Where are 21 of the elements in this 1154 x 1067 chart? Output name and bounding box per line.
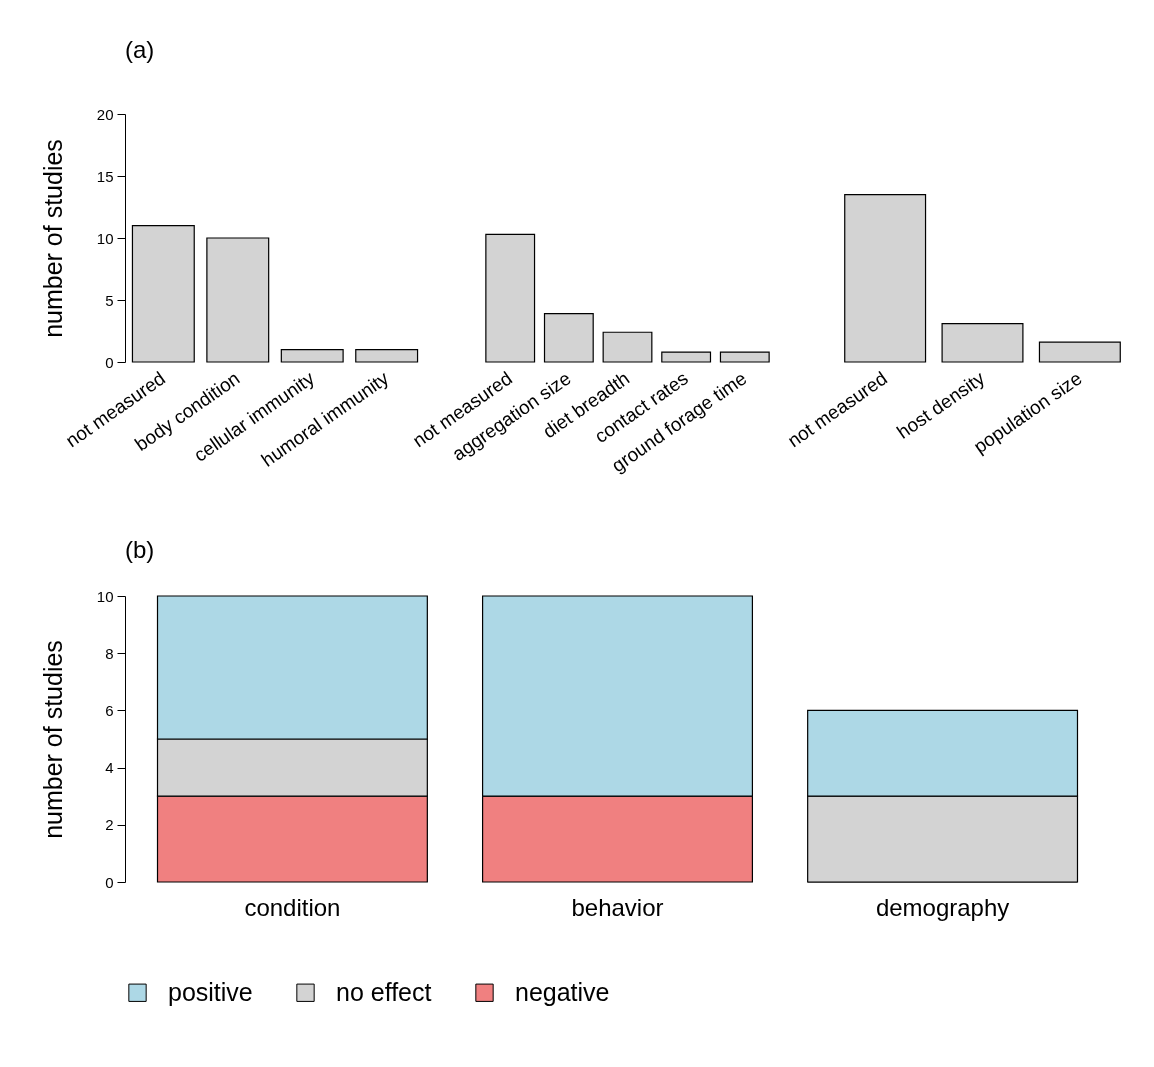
legend-label: positive: [168, 977, 253, 1006]
y-tick-label: 10: [96, 229, 114, 247]
y-tick-label: 20: [96, 105, 114, 123]
x-tick-label: condition: [244, 893, 341, 921]
legend-label: negative: [515, 977, 610, 1006]
y-tick-label: 5: [105, 291, 114, 309]
legend-label: no effect: [336, 977, 432, 1006]
y-tick-label: 2: [105, 816, 114, 834]
chart-title: (b): [125, 536, 155, 563]
y-axis-title: number of studies: [38, 640, 67, 839]
chart-title: (a): [125, 36, 155, 63]
x-tick-label: behavior: [571, 893, 664, 921]
y-tick-label: 4: [105, 759, 114, 777]
y-tick-label: 15: [96, 167, 114, 185]
y-tick-label: 6: [105, 701, 114, 719]
y-tick-label: 8: [105, 644, 114, 662]
y-axis-title: number of studies: [38, 139, 67, 338]
y-tick-label: 0: [105, 873, 114, 891]
y-tick-label: 10: [96, 587, 114, 605]
x-tick-label: demography: [875, 893, 1010, 921]
y-tick-label: 0: [105, 353, 114, 371]
